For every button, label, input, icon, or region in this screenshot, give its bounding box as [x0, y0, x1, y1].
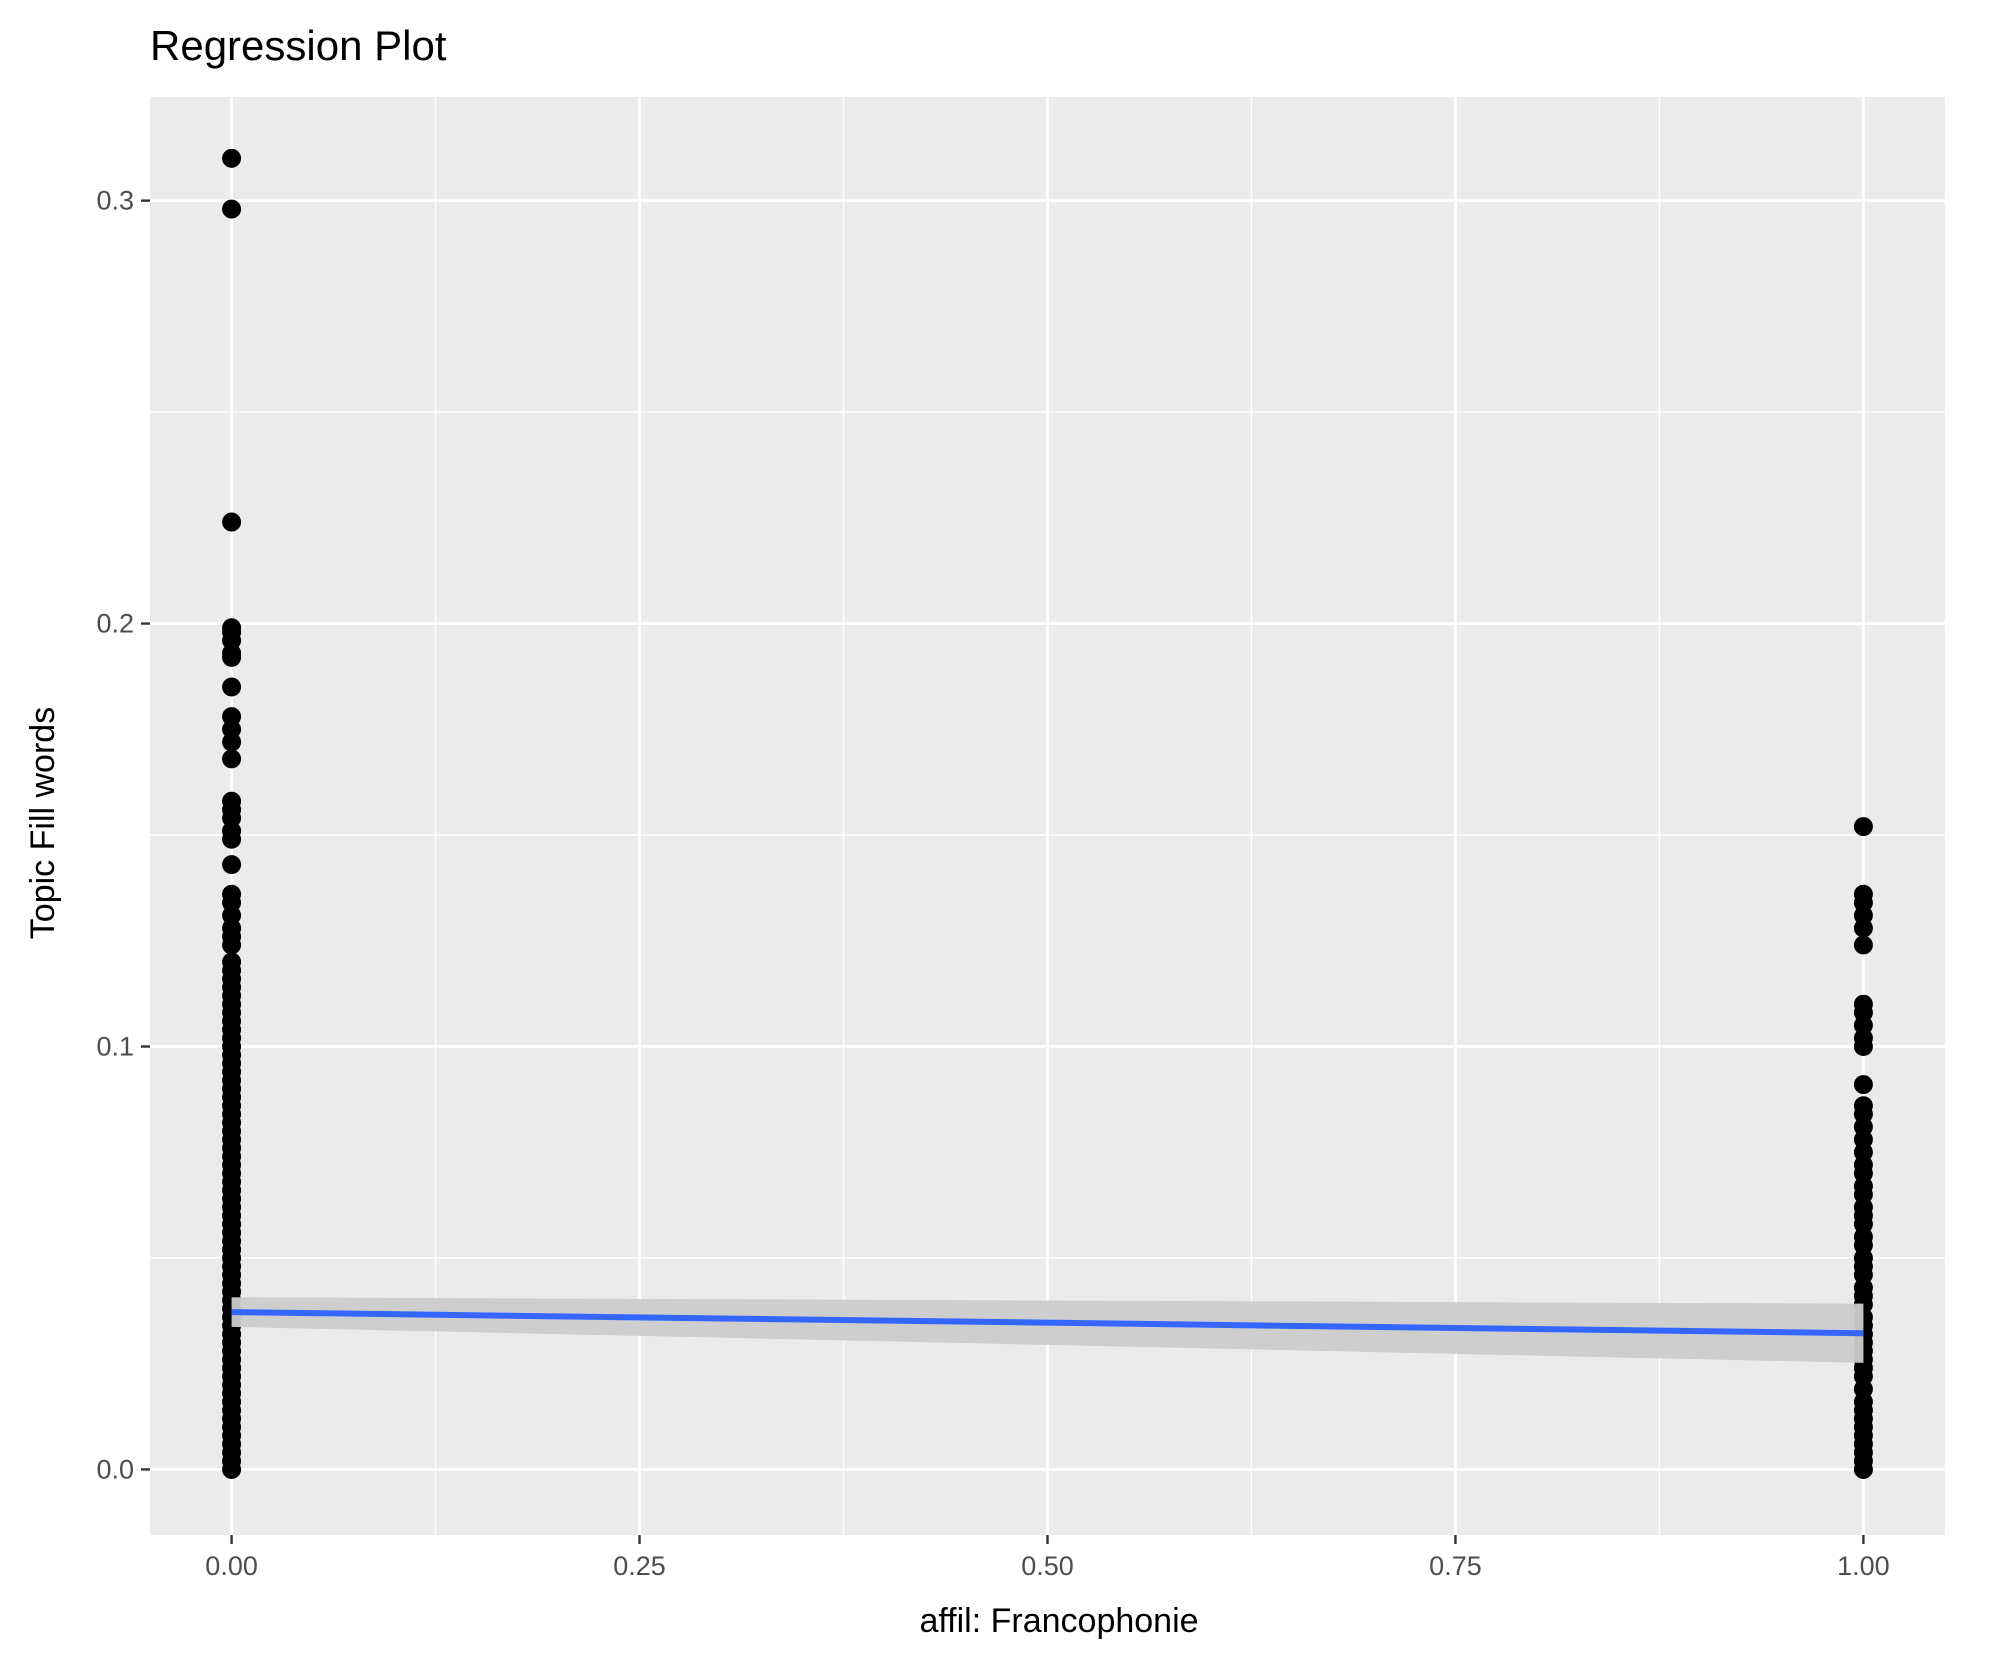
x-tick-label: 0.75: [1429, 1551, 1482, 1581]
y-tick-label: 0.0: [96, 1454, 134, 1484]
x-tick-label: 0.50: [1021, 1551, 1074, 1581]
data-point: [222, 647, 242, 667]
data-point: [1853, 1037, 1873, 1057]
data-point: [1853, 918, 1873, 938]
chart-title: Regression Plot: [150, 22, 447, 69]
data-point: [222, 677, 242, 697]
y-tick-label: 0.2: [96, 609, 134, 639]
y-tick-label: 0.1: [96, 1032, 134, 1062]
data-point: [1853, 935, 1873, 955]
gridlines: [150, 97, 1945, 1535]
data-point: [1853, 1075, 1873, 1095]
regression-line: [231, 1309, 1864, 1337]
x-tick-label: 1.00: [1837, 1551, 1890, 1581]
x-axis-title: affil: Francophonie: [919, 1602, 1198, 1640]
data-point: [222, 512, 242, 532]
x-tick-label: 0.00: [205, 1551, 258, 1581]
data-point: [222, 199, 242, 219]
y-axis-title: Topic Fill words: [24, 707, 62, 939]
data-point: [1853, 1459, 1873, 1479]
data-point: [222, 148, 242, 168]
x-tick-label: 0.25: [613, 1551, 666, 1581]
axes: 0.00 0.25 0.50 0.75 1.00 0.0 0.1 0.2 0.3: [96, 186, 1889, 1581]
data-point: [222, 829, 242, 849]
data-point: [222, 935, 242, 955]
data-point: [222, 855, 242, 875]
data-point: [222, 749, 242, 769]
data-point: [1853, 817, 1873, 837]
data-point: [222, 732, 242, 752]
scatter-points: [222, 148, 1873, 1479]
confidence-band: [231, 1297, 1864, 1363]
y-tick-label: 0.3: [96, 186, 134, 216]
data-point: [222, 1459, 242, 1479]
